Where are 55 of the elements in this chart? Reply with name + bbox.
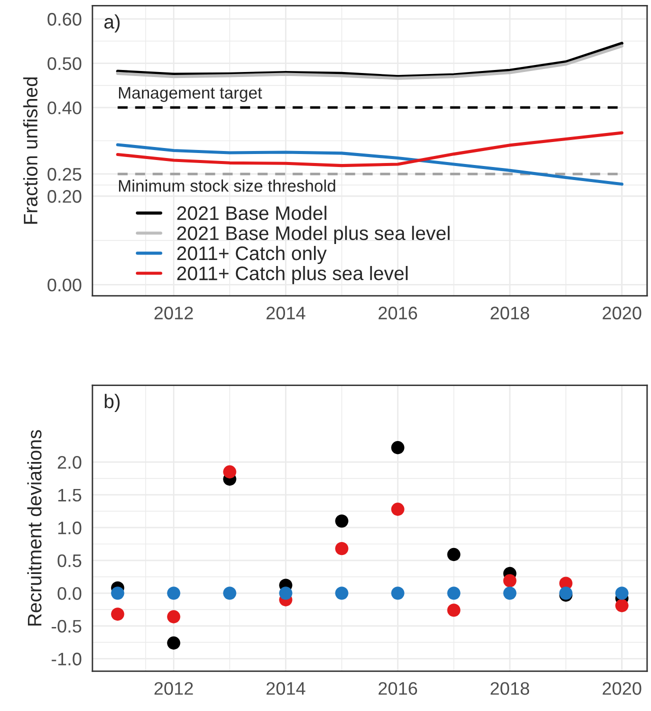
x-tick-label: 2016 — [378, 306, 418, 320]
point — [223, 465, 236, 478]
y-tick-label: -1.0 — [52, 652, 82, 666]
ref-line-label: Management target — [119, 87, 262, 102]
y-tick-label: 0.25 — [48, 168, 82, 181]
point — [391, 586, 404, 600]
x-tick-label: 2014 — [266, 306, 306, 320]
point — [111, 608, 124, 621]
point — [335, 542, 348, 556]
legend-label: 2021 Base Model plus sea level — [177, 226, 450, 244]
point — [447, 604, 460, 617]
y-tick-label: 0.20 — [48, 190, 82, 203]
x-tick-label: 2018 — [490, 306, 530, 320]
point — [335, 586, 348, 600]
x-tick-label: 2018 — [490, 682, 530, 695]
y-tick-label: 0.50 — [48, 57, 82, 70]
y-tick-label: 1.5 — [58, 488, 82, 502]
y-tick-label: 0.40 — [48, 101, 82, 114]
line-series — [116, 131, 624, 168]
point — [111, 586, 124, 600]
y-tick-label: 0.0 — [58, 587, 82, 600]
point — [335, 514, 348, 528]
y-tick-label: 2.0 — [58, 456, 82, 469]
point — [391, 502, 404, 516]
point — [503, 586, 516, 600]
y-tick-label: 0.60 — [48, 12, 82, 26]
point — [447, 586, 460, 600]
point — [503, 574, 516, 588]
x-tick-label: 2014 — [266, 682, 306, 695]
x-tick-label: 2012 — [154, 682, 193, 695]
point — [615, 599, 628, 612]
ref-line-label: Minimum stock size threshold — [119, 180, 336, 192]
x-tick-label: 2020 — [602, 306, 642, 320]
point — [391, 441, 404, 454]
legend-label: 2011+ Catch only — [177, 246, 327, 264]
point — [167, 610, 180, 624]
point — [447, 548, 460, 562]
point — [167, 586, 180, 600]
y-tick-label: 0.5 — [58, 554, 82, 568]
y-axis-title: Recruitment deviations — [27, 430, 42, 626]
y-tick-label: 0.00 — [48, 278, 82, 292]
y-tick-label: 1.0 — [58, 522, 82, 534]
chart-title: a) — [104, 14, 120, 33]
point — [223, 586, 236, 600]
x-tick-label: 2020 — [602, 682, 642, 695]
point — [167, 636, 180, 650]
y-tick-label: -0.5 — [52, 620, 82, 633]
chart-title: b) — [104, 394, 120, 412]
point — [279, 586, 292, 600]
x-tick-label: 2016 — [378, 682, 418, 695]
x-tick-label: 2012 — [154, 306, 193, 320]
point — [615, 586, 628, 600]
legend-label: 2021 Base Model — [177, 206, 326, 220]
legend-label: 2011+ Catch plus sea level — [177, 266, 408, 284]
y-axis-title: Fraction unfished — [23, 77, 38, 224]
